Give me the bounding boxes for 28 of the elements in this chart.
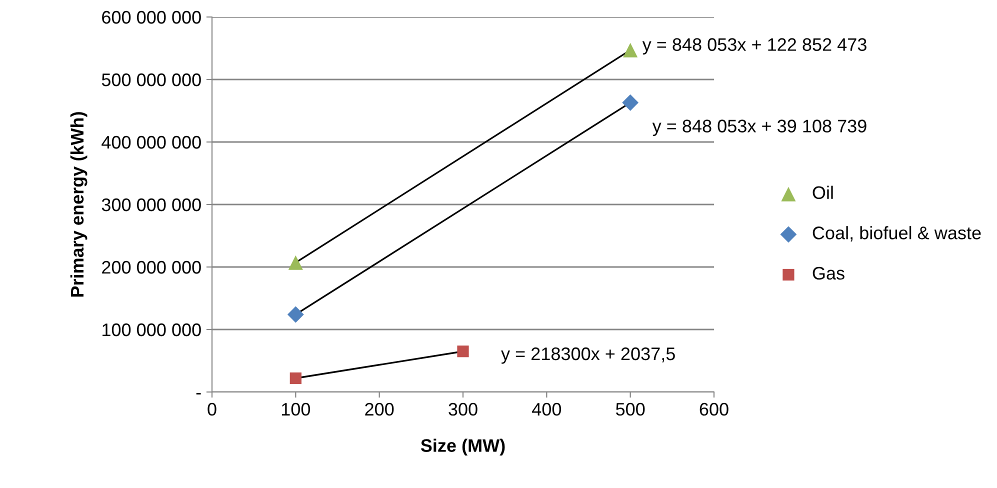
point [457,346,469,358]
y-tick-label: 600 000 000 [102,10,201,24]
point [622,94,639,111]
legend-label: Gas [812,266,844,280]
x-tick-label: 400 [532,402,562,416]
y-tick-label: 100 000 000 [102,323,201,336]
x-tick-label: 300 [448,402,478,416]
x-tick-label: 200 [365,402,394,416]
annotation: y = 848 053x + 122 852 473 [642,38,866,55]
x-tick-label: 0 [208,402,216,416]
point [623,42,638,58]
y-tick-label: - [196,393,201,394]
x-tick-label: 500 [616,402,645,416]
y-tick-label: 300 000 000 [102,198,201,212]
x-tick-label: 100 [282,402,310,416]
y-tick-label: 500 000 000 [102,73,201,86]
point [290,372,302,384]
legend-label: Oil [812,186,833,200]
annotation: y = 218300x + 2037,5 [501,347,675,364]
point [287,306,304,323]
y-tick-label: 400 000 000 [102,136,201,149]
x-axis-title: Size (MW) [420,438,505,456]
annotation: y = 848 053x + 39 108 739 [652,120,866,136]
y-tick-label: 200 000 000 [102,260,201,274]
point [288,255,303,270]
x-tick-label: 600 [700,402,728,416]
y-axis-title: Primary energy (kWh) [70,112,88,297]
legend-label: Coal, biofuel & waste [812,226,981,242]
